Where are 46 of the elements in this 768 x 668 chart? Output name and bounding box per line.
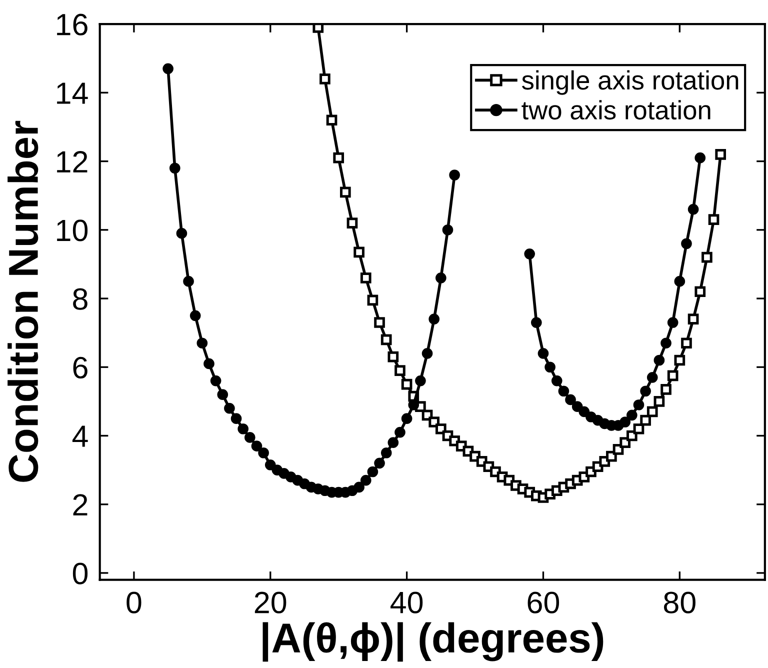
point: [654, 396, 665, 407]
x-axis-title: |A(θ,ϕ)| (degrees): [262, 622, 604, 662]
point: [394, 365, 406, 376]
y-tick-label: 12: [57, 151, 88, 172]
y-tick-label: 0: [72, 562, 88, 584]
y-tick-label: 4: [72, 426, 88, 447]
y-tick-label: 10: [57, 220, 88, 242]
point: [354, 246, 364, 258]
point: [401, 378, 412, 390]
point: [320, 74, 330, 84]
point: [694, 286, 706, 298]
point: [326, 114, 338, 126]
point: [660, 384, 672, 395]
point: [333, 152, 344, 164]
point: [633, 423, 644, 434]
point: [681, 338, 692, 349]
y-tick-label: 16: [57, 14, 88, 36]
point: [640, 414, 651, 426]
point: [667, 370, 678, 382]
y-tick-label: 8: [73, 288, 88, 310]
y-tick-label: 2: [73, 494, 88, 516]
point: [702, 252, 712, 263]
point: [312, 24, 324, 33]
x-tick-label: 40: [390, 592, 423, 614]
y-axis-title: Condition Number: [8, 120, 38, 482]
x-tick-label: 0: [126, 592, 142, 614]
point: [340, 186, 351, 198]
y-tick-label: 6: [73, 356, 88, 378]
legend-label: two axis rotation: [522, 100, 710, 120]
point: [360, 272, 372, 284]
point: [380, 334, 392, 346]
x-tick-label: 80: [664, 592, 696, 614]
point: [435, 423, 446, 434]
point: [688, 314, 699, 325]
y-tick-label: 14: [57, 82, 88, 104]
point: [388, 351, 399, 362]
point: [674, 354, 686, 366]
point: [346, 218, 358, 228]
x-tick-label: 60: [528, 592, 560, 614]
x-tick-label: 20: [254, 592, 286, 614]
point: [374, 317, 385, 328]
legend-label: single axis rotation: [522, 70, 738, 95]
point: [708, 214, 720, 226]
point: [646, 406, 658, 418]
point: [715, 149, 726, 160]
point: [367, 294, 378, 306]
